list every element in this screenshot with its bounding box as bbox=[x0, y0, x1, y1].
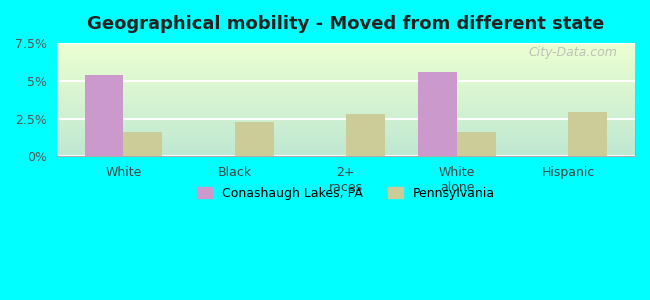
Bar bbox=[457, 132, 496, 156]
Bar bbox=[568, 112, 607, 156]
Bar bbox=[235, 122, 274, 156]
Bar bbox=[124, 132, 162, 156]
Legend: Conashaugh Lakes, PA, Pennsylvania: Conashaugh Lakes, PA, Pennsylvania bbox=[192, 182, 500, 205]
Bar bbox=[418, 72, 457, 156]
Bar bbox=[346, 114, 385, 156]
Title: Geographical mobility - Moved from different state: Geographical mobility - Moved from diffe… bbox=[87, 15, 604, 33]
Bar bbox=[84, 75, 124, 156]
Text: City-Data.com: City-Data.com bbox=[529, 46, 617, 59]
